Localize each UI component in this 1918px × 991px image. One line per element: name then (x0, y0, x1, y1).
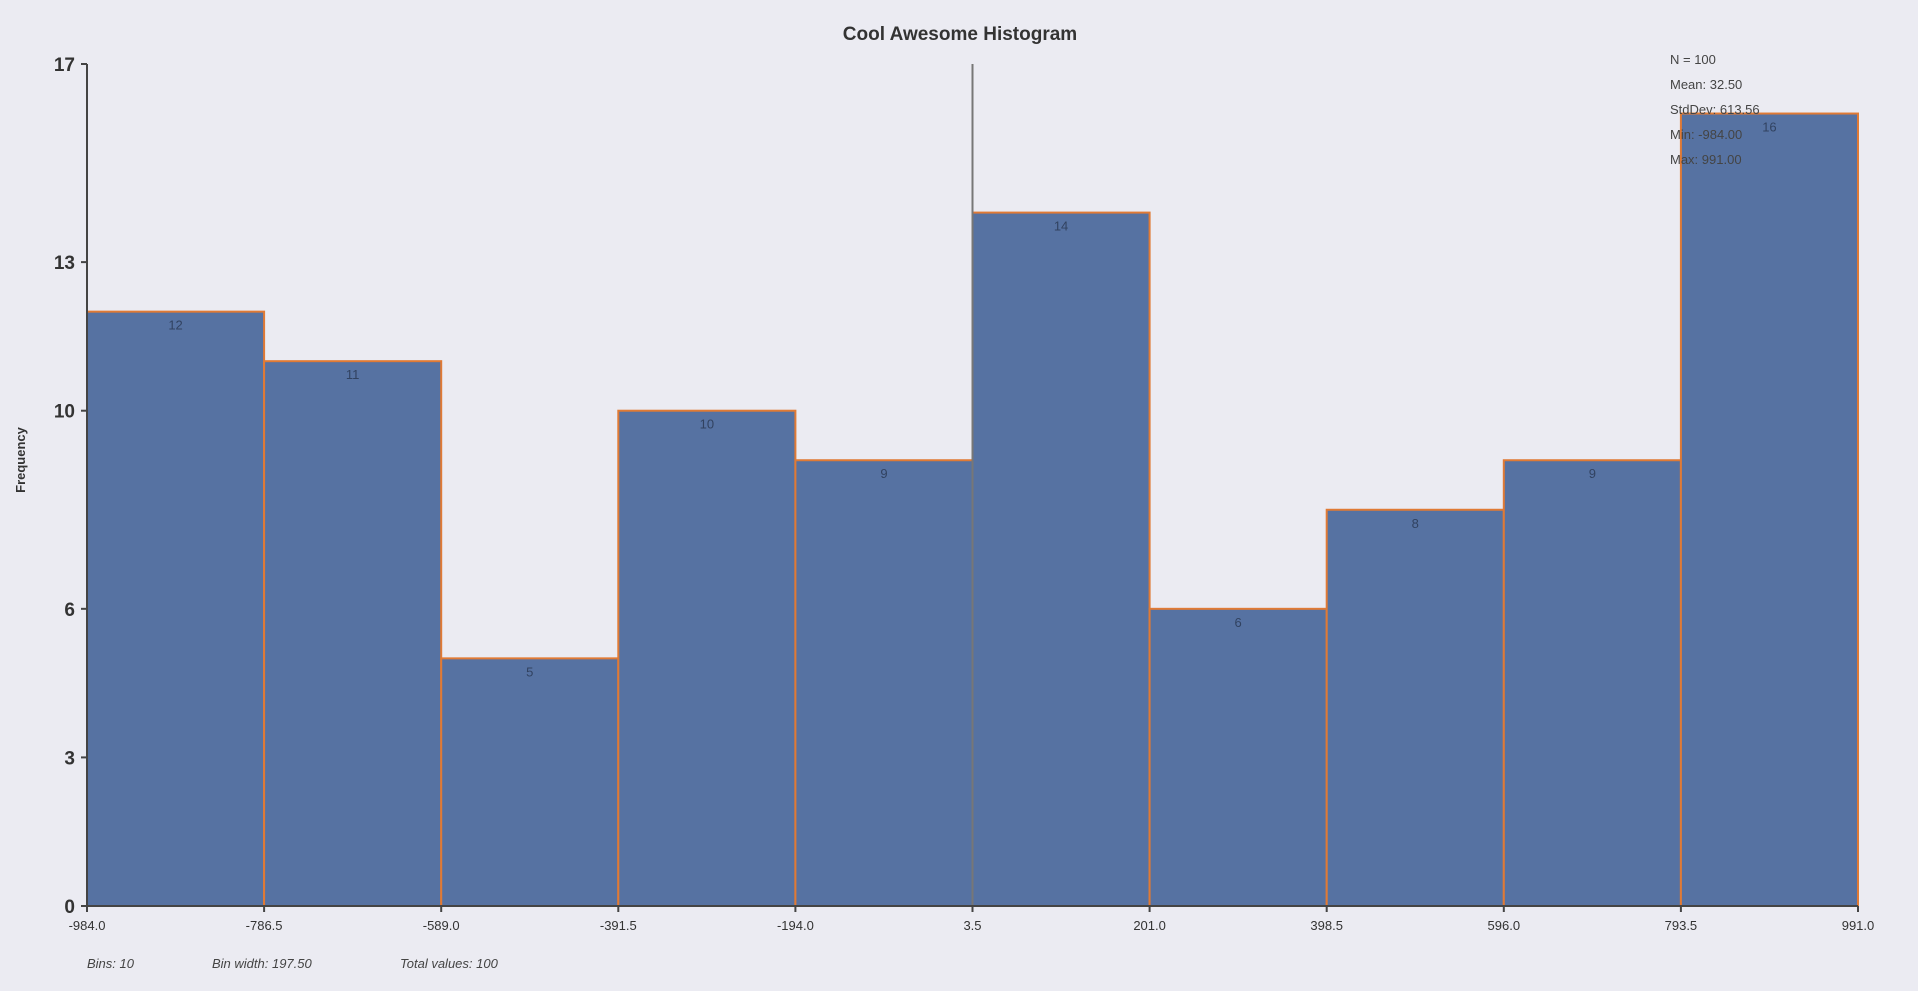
stat-stddev: StdDev: 613.56 (1670, 102, 1760, 117)
bar-count-label: 12 (168, 318, 182, 333)
x-tick-label: -391.5 (600, 918, 637, 933)
y-tick-label: 3 (64, 748, 75, 769)
x-ticks-group: -984.0 -786.5 -589.0 -391.5 -194.0 3.5 201.0 39… (69, 906, 1875, 933)
x-tick-label: -786.5 (246, 918, 283, 933)
footer-bins: Bins: 10 (87, 956, 135, 971)
footer-bin-width: Bin width: 197.50 (212, 956, 313, 971)
chart-footer: Bins: 10 Bin width: 197.50 Total values:… (87, 956, 499, 971)
x-tick-label: 398.5 (1310, 918, 1343, 933)
x-tick-label: 596.0 (1488, 918, 1521, 933)
bars-group (86, 112, 1860, 908)
x-tick-label: 3.5 (963, 918, 981, 933)
histogram-bar (86, 310, 266, 908)
x-tick-label: 201.0 (1133, 918, 1166, 933)
y-tick-label: 13 (54, 253, 75, 274)
histogram-bar (617, 409, 797, 907)
y-tick-label: 0 (64, 897, 75, 918)
x-tick-label: -194.0 (777, 918, 814, 933)
histogram-bar (1679, 112, 1860, 907)
x-tick-label: -984.0 (69, 918, 106, 933)
stat-max: Max: 991.00 (1670, 152, 1742, 167)
histogram-bar (794, 459, 974, 907)
x-tick-label: 793.5 (1665, 918, 1698, 933)
histogram-bar (971, 211, 1151, 907)
y-ticks-group: 0 3 6 10 13 17 (54, 55, 87, 918)
bar-count-label: 9 (1589, 466, 1596, 481)
y-tick-label: 10 (54, 402, 75, 423)
y-tick-label: 6 (64, 600, 75, 621)
bar-count-label: 8 (1412, 516, 1419, 531)
x-tick-label: -589.0 (423, 918, 460, 933)
bar-count-label: 14 (1054, 219, 1068, 234)
bar-count-label: 5 (526, 664, 533, 679)
footer-total: Total values: 100 (400, 956, 499, 971)
stat-min: Min: -984.00 (1670, 127, 1742, 142)
data-labels-group: 12 11 5 10 9 14 6 8 9 16 (168, 120, 1776, 680)
chart-title: Cool Awesome Histogram (843, 24, 1077, 45)
stats-box: N = 100 Mean: 32.50 StdDev: 613.56 Min: … (1670, 52, 1760, 167)
histogram-bar (1502, 459, 1682, 907)
histogram-bar (440, 657, 620, 908)
bar-count-label: 16 (1762, 120, 1776, 135)
histogram-bar (1148, 607, 1328, 908)
y-tick-label: 17 (54, 55, 75, 76)
y-axis-label: Frequency (13, 426, 28, 493)
stat-n: N = 100 (1670, 52, 1716, 67)
bar-count-label: 6 (1235, 615, 1242, 630)
bar-count-label: 10 (700, 417, 714, 432)
bar-count-label: 11 (346, 367, 360, 382)
stat-mean: Mean: 32.50 (1670, 77, 1742, 92)
x-tick-label: 991.0 (1842, 918, 1875, 933)
bar-count-label: 9 (880, 466, 887, 481)
histogram-bar (1325, 508, 1505, 907)
histogram-bar (263, 360, 443, 908)
